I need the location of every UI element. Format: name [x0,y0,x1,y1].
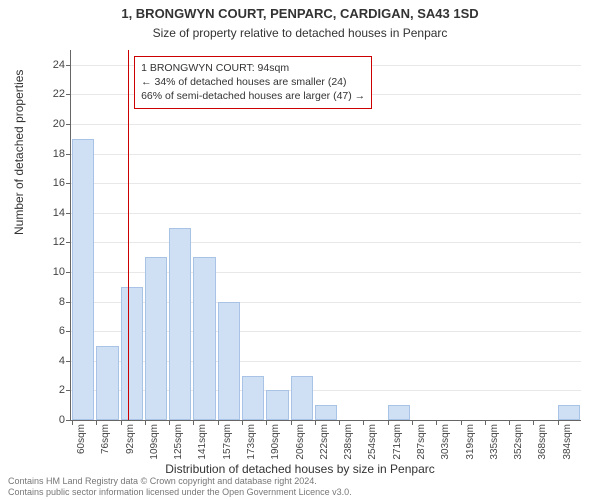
ytick-label: 18 [53,148,65,160]
gridline [71,124,581,125]
xtick-mark [242,420,243,425]
ytick-label: 22 [53,88,65,100]
xtick-label: 254sqm [367,424,378,460]
xtick-mark [412,420,413,425]
ytick-mark [66,183,71,184]
ytick-label: 2 [59,384,65,396]
footer-line: Contains public sector information licen… [8,487,352,498]
xtick-mark [291,420,292,425]
gridline [71,183,581,184]
xtick-label: 141sqm [197,424,208,460]
xtick-mark [218,420,219,425]
y-axis-label: Number of detached properties [12,70,26,235]
histogram-bar [169,228,191,420]
x-axis-label: Distribution of detached houses by size … [0,462,600,476]
xtick-label: 303sqm [440,424,451,460]
xtick-mark [388,420,389,425]
xtick-label: 76sqm [100,424,111,454]
histogram-bar [291,376,313,420]
xtick-label: 92sqm [125,424,136,454]
xtick-mark [436,420,437,425]
xtick-label: 271sqm [392,424,403,460]
ytick-label: 16 [53,177,65,189]
ytick-label: 6 [59,325,65,337]
marker-line [128,50,129,420]
ytick-label: 8 [59,296,65,308]
xtick-mark [72,420,73,425]
xtick-label: 109sqm [149,424,160,460]
xtick-label: 125sqm [173,424,184,460]
ytick-mark [66,154,71,155]
xtick-label: 60sqm [76,424,87,454]
ytick-label: 12 [53,236,65,248]
gridline [71,213,581,214]
xtick-mark [461,420,462,425]
xtick-mark [169,420,170,425]
xtick-label: 238sqm [343,424,354,460]
xtick-label: 352sqm [513,424,524,460]
xtick-mark [193,420,194,425]
ytick-label: 0 [59,414,65,426]
xtick-mark [558,420,559,425]
ytick-mark [66,94,71,95]
histogram-bar [218,302,240,420]
ytick-mark [66,302,71,303]
ytick-label: 14 [53,207,65,219]
ytick-label: 10 [53,266,65,278]
ytick-label: 20 [53,118,65,130]
xtick-label: 384sqm [562,424,573,460]
xtick-mark [485,420,486,425]
ytick-mark [66,331,71,332]
xtick-label: 319sqm [465,424,476,460]
histogram-bar [121,287,143,420]
xtick-mark [315,420,316,425]
xtick-mark [509,420,510,425]
plot-area: 02468101214161820222460sqm76sqm92sqm109s… [70,50,581,421]
footer-line: Contains HM Land Registry data © Crown c… [8,476,352,487]
xtick-label: 335sqm [489,424,500,460]
ytick-mark [66,65,71,66]
callout-line: 66% of semi-detached houses are larger (… [141,89,365,103]
histogram-bar [388,405,410,420]
histogram-bar [315,405,337,420]
xtick-mark [145,420,146,425]
callout-line: 1 BRONGWYN COURT: 94sqm [141,61,365,75]
xtick-label: 222sqm [319,424,330,460]
xtick-label: 157sqm [222,424,233,460]
histogram-bar [145,257,167,420]
xtick-mark [533,420,534,425]
xtick-label: 173sqm [246,424,257,460]
xtick-label: 190sqm [270,424,281,460]
histogram-bar [242,376,264,420]
histogram-bar [96,346,118,420]
xtick-mark [363,420,364,425]
ytick-mark [66,124,71,125]
marker-callout: 1 BRONGWYN COURT: 94sqm ← 34% of detache… [134,56,372,109]
ytick-mark [66,213,71,214]
histogram-bar [266,390,288,420]
chart-subtitle: Size of property relative to detached ho… [0,26,600,40]
xtick-label: 206sqm [295,424,306,460]
histogram-bar [558,405,580,420]
gridline [71,154,581,155]
xtick-mark [121,420,122,425]
ytick-mark [66,272,71,273]
xtick-label: 368sqm [537,424,548,460]
ytick-mark [66,242,71,243]
histogram-bar [72,139,94,420]
ytick-label: 4 [59,355,65,367]
chart-title: 1, BRONGWYN COURT, PENPARC, CARDIGAN, SA… [0,6,600,21]
ytick-mark [66,390,71,391]
xtick-mark [266,420,267,425]
ytick-mark [66,361,71,362]
footer-attribution: Contains HM Land Registry data © Crown c… [8,476,352,498]
ytick-mark [66,420,71,421]
xtick-mark [339,420,340,425]
xtick-mark [96,420,97,425]
callout-line: ← 34% of detached houses are smaller (24… [141,75,365,89]
ytick-label: 24 [53,59,65,71]
gridline [71,242,581,243]
xtick-label: 287sqm [416,424,427,460]
histogram-bar [193,257,215,420]
